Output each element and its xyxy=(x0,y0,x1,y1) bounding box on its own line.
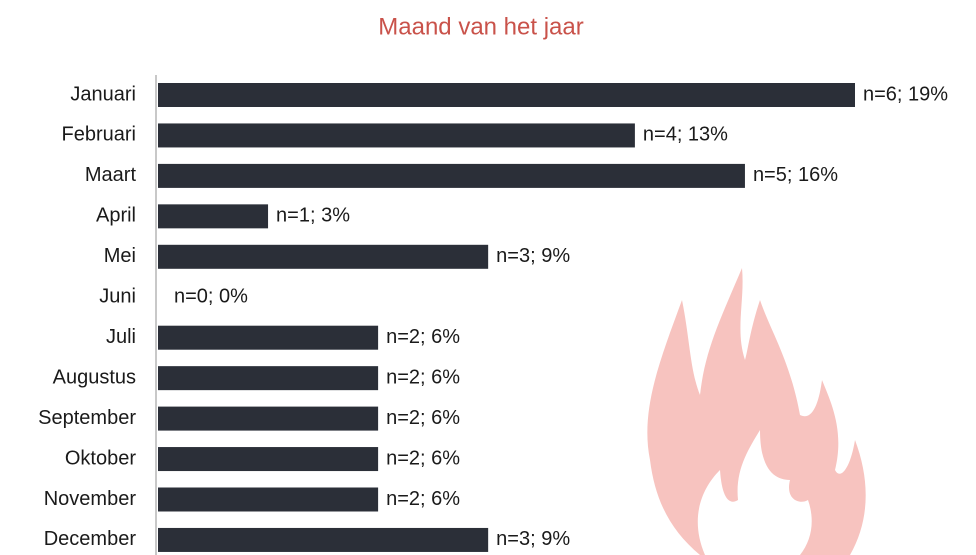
bar xyxy=(158,487,379,512)
data-label: n=1; 3% xyxy=(276,205,350,227)
data-label: n=5; 16% xyxy=(753,164,838,186)
category-label: Juli xyxy=(106,326,136,348)
category-label: December xyxy=(44,528,137,550)
data-label: n=2; 6% xyxy=(386,326,460,348)
flame-decoration xyxy=(647,268,866,555)
category-label: April xyxy=(96,205,136,227)
data-label: n=0; 0% xyxy=(174,286,248,308)
data-label: n=6; 19% xyxy=(863,83,948,105)
category-label: Juni xyxy=(99,286,136,308)
category-label: Januari xyxy=(70,83,136,105)
category-label: Mei xyxy=(104,245,136,267)
category-label: Augustus xyxy=(53,366,136,388)
bar xyxy=(158,123,635,148)
bar xyxy=(158,447,379,472)
bar xyxy=(158,163,745,188)
bar xyxy=(158,204,269,229)
data-label: n=2; 6% xyxy=(386,366,460,388)
bar xyxy=(158,527,489,552)
data-label: n=3; 9% xyxy=(496,245,570,267)
bar xyxy=(158,83,855,107)
category-label: Februari xyxy=(62,124,136,146)
chart-title: Maand van het jaar xyxy=(378,13,583,40)
category-label: November xyxy=(44,488,137,510)
category-label: Oktober xyxy=(65,447,136,469)
bar xyxy=(158,406,379,431)
data-label: n=2; 6% xyxy=(386,488,460,510)
category-label: Maart xyxy=(85,164,137,186)
bar xyxy=(158,366,379,391)
bar xyxy=(158,244,489,269)
category-label: September xyxy=(38,407,136,429)
data-label: n=3; 9% xyxy=(496,528,570,550)
bar xyxy=(158,325,379,350)
data-label: n=2; 6% xyxy=(386,447,460,469)
data-label: n=4; 13% xyxy=(643,124,728,146)
data-label: n=2; 6% xyxy=(386,407,460,429)
